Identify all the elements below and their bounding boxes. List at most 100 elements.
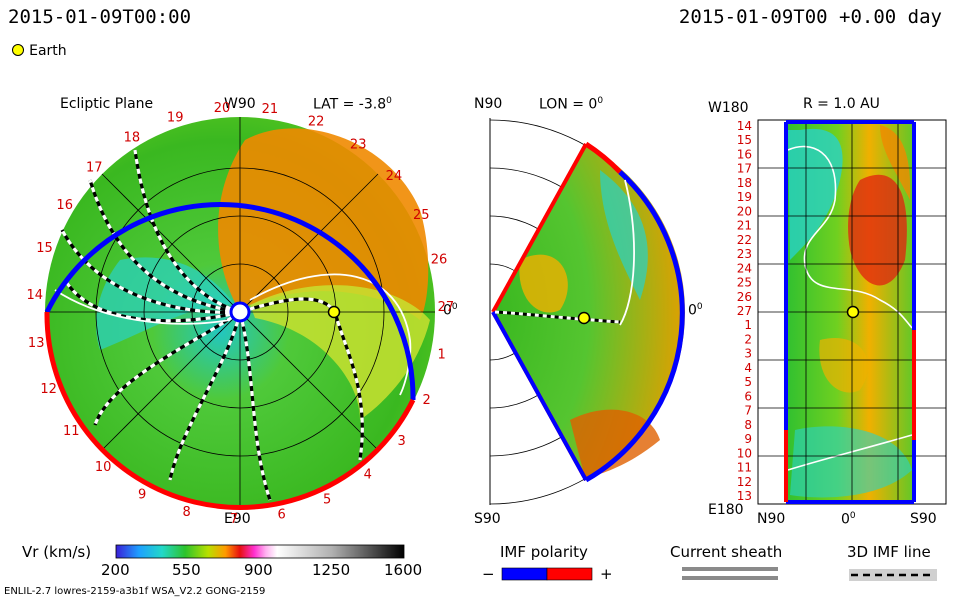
radial-map-panel: 1415161718192021222324252627123456789101…: [737, 119, 947, 505]
colorbar-label: Vr (km/s): [22, 543, 92, 561]
radial-row-number: 20: [737, 204, 752, 218]
carrington-number: 8: [183, 505, 191, 520]
earth-legend-label: Earth: [29, 43, 67, 59]
sun-icon: [229, 301, 251, 323]
meridional-bottom-label: S90: [474, 511, 501, 527]
radial-row-number: 19: [737, 190, 752, 204]
radial-row-number: 23: [737, 247, 752, 261]
meridional-right-label: 00: [688, 302, 703, 319]
radial-row-number: 21: [737, 219, 752, 233]
ecliptic-polarity-positive: [44, 311, 416, 510]
radial-row-number: 6: [744, 389, 752, 403]
earth-marker-icon: [12, 44, 24, 56]
imf-polarity-plus: +: [600, 565, 613, 583]
carrington-number: 11: [63, 424, 80, 439]
radial-row-number: 12: [737, 475, 752, 489]
carrington-number: 6: [278, 508, 286, 523]
ecliptic-bottom-label: E90: [224, 511, 251, 527]
carrington-number: 18: [124, 131, 141, 146]
radial-row-number: 10: [737, 446, 752, 460]
radial-row-number: 16: [737, 148, 752, 162]
carrington-number: 22: [308, 115, 325, 130]
radial-bottom-label-0: 00: [841, 511, 856, 528]
ecliptic-lat-label: LAT = -3.80: [313, 96, 392, 113]
earth-ecliptic-icon: [327, 305, 341, 319]
colorbar-tick-1250: 1250: [312, 561, 351, 579]
radial-row-number: 17: [737, 162, 752, 176]
carrington-labels: 20 21222324252627123456789101112131415161…: [27, 101, 455, 527]
imf-line-swatch: [849, 569, 937, 581]
carrington-number: 27: [438, 300, 455, 315]
velocity-colorbar: [115, 544, 405, 559]
run-time-title: 2015-01-09T00 +0.00 day: [678, 6, 942, 28]
imf-line-label: 3D IMF line: [847, 543, 931, 561]
carrington-number: 2: [423, 393, 431, 408]
carrington-number: 4: [364, 468, 372, 483]
carrington-number: 7: [230, 512, 238, 527]
radial-top-left-label: W180: [708, 100, 749, 116]
current-sheath-swatch: [682, 567, 778, 580]
radial-row-number: 26: [737, 290, 752, 304]
carrington-number: 23: [350, 137, 367, 152]
radial-row-number: 14: [737, 119, 752, 133]
carrington-number: 3: [397, 434, 405, 449]
ecliptic-polarity-negative: [44, 202, 416, 401]
earth-radial-icon: [846, 305, 860, 319]
radial-row-number: 8: [744, 418, 752, 432]
carrington-number: 10: [95, 460, 112, 475]
colorbar-tick-200: 200: [101, 561, 130, 579]
radial-row-number: 13: [737, 489, 752, 503]
radial-row-number: 2: [744, 333, 752, 347]
radial-row-number: 15: [737, 133, 752, 147]
radial-row-number: 25: [737, 276, 752, 290]
radial-bottom-label-n90: N90: [757, 511, 786, 527]
carrington-number: 15: [36, 241, 53, 256]
polarity-positive-swatch: [546, 567, 593, 581]
ecliptic-right-label: 00: [443, 302, 458, 319]
ecliptic-top-label: W90: [224, 96, 256, 112]
ecliptic-plane-panel: 20 21222324252627123456789101112131415161…: [27, 101, 455, 527]
colorbar-tick-550: 550: [172, 561, 201, 579]
carrington-number: 12: [40, 382, 57, 397]
radial-row-number: 5: [744, 375, 752, 389]
carrington-number: 5: [323, 493, 331, 508]
radial-row-number: 24: [737, 261, 752, 275]
earth-legend: Earth: [12, 40, 67, 59]
carrington-number: 19: [167, 111, 184, 126]
imf-polarity-label: IMF polarity: [500, 543, 588, 561]
ecliptic-yellow-band: [250, 285, 430, 420]
timestamp-title: 2015-01-09T00:00: [8, 6, 192, 28]
earth-meridional-icon: [577, 311, 591, 325]
carrington-number: 25: [413, 208, 430, 223]
carrington-number: 9: [138, 487, 146, 502]
radial-row-number: 1: [744, 318, 752, 332]
carrington-number: 16: [56, 198, 73, 213]
meridional-top-label: N90: [474, 96, 503, 112]
colorbar-tick-1600: 1600: [384, 561, 423, 579]
radial-row-labels: 1415161718192021222324252627123456789101…: [737, 119, 752, 503]
radial-row-number: 22: [737, 233, 752, 247]
carrington-number: 14: [27, 288, 44, 303]
carrington-number: 1: [438, 348, 446, 363]
radial-row-number: 4: [744, 361, 752, 375]
radial-row-number: 27: [737, 304, 752, 318]
carrington-number: 20: [214, 101, 231, 116]
radial-title: R = 1.0 AU: [803, 96, 880, 112]
imf-polarity-minus: −: [482, 565, 495, 583]
radial-row-number: 3: [744, 347, 752, 361]
meridional-lon-label: LON = 00: [539, 96, 604, 113]
colorbar-tick-900: 900: [244, 561, 273, 579]
carrington-number: 17: [86, 160, 103, 175]
radial-row-number: 11: [737, 461, 752, 475]
carrington-number: 21: [262, 102, 279, 117]
radial-bottom-left-label: E180: [708, 502, 744, 518]
ecliptic-title: Ecliptic Plane: [60, 96, 154, 112]
model-info: ENLIL-2.7 lowres-2159-a3b1f WSA_V2.2 GON…: [4, 586, 266, 597]
carrington-number: 13: [28, 336, 45, 351]
polarity-negative-swatch: [501, 567, 548, 581]
radial-row-number: 7: [744, 404, 752, 418]
radial-bottom-label-s90: S90: [910, 511, 937, 527]
radial-row-number: 9: [744, 432, 752, 446]
current-sheath-label: Current sheath: [670, 543, 783, 561]
